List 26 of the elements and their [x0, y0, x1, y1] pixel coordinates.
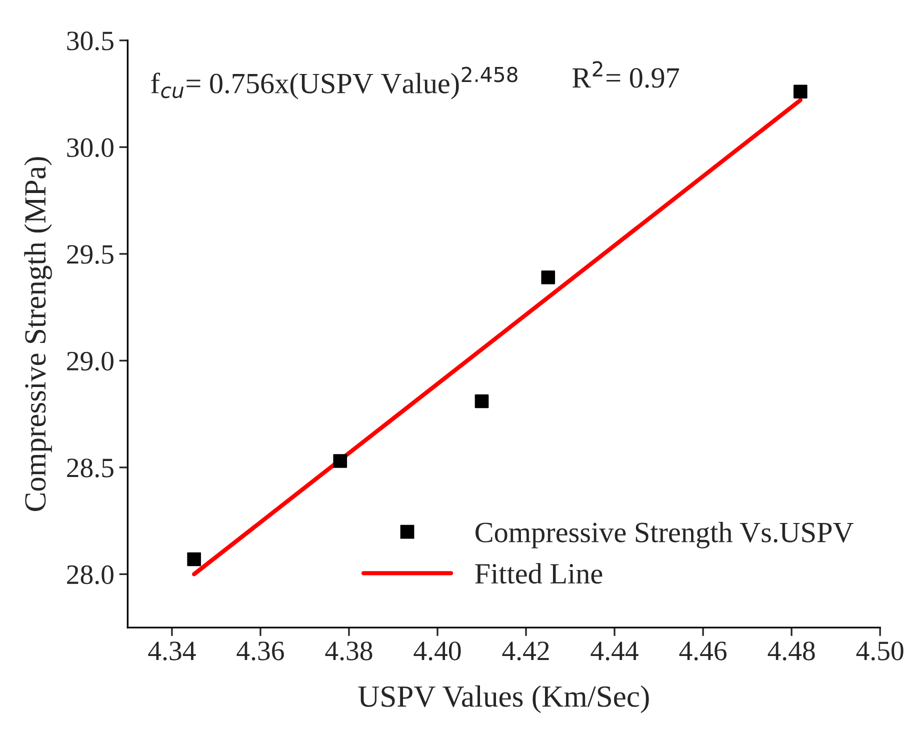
x-tick-label: 4.42 [502, 642, 549, 660]
point [187, 552, 201, 566]
y-tick-label: 29.0 [67, 352, 114, 371]
x-tick-label: 4.34 [148, 642, 196, 660]
point [333, 454, 348, 468]
x-tick-label: 4.36 [236, 642, 284, 660]
x-tick-label: 4.48 [768, 642, 815, 660]
point [794, 84, 808, 99]
x-axis-title: USPV Values (Km/Sec) [358, 685, 649, 714]
y-tick-label: 28.0 [67, 565, 114, 584]
x-tick-label: 4.38 [325, 642, 372, 660]
x-tick-label: 4.50 [856, 642, 904, 660]
legend-label: Compressive Strength Vs.USPV [476, 522, 854, 548]
legend-label: Fitted Line [475, 563, 602, 584]
point [541, 270, 556, 284]
annotation: R$^{2}$= 0.97 [572, 61, 680, 88]
y-axis-title: Compressive Strength (MPa) [24, 157, 52, 511]
x-tick-label: 4.46 [679, 642, 727, 660]
y-tick-label: 30.0 [67, 138, 114, 158]
y-tick-label: 28.5 [67, 458, 114, 478]
point [474, 394, 489, 408]
annotation: f$_{cu}$= 0.756x(USPV Value)$^{2.458}$ [151, 66, 518, 100]
x-tick-label: 4.40 [414, 642, 461, 660]
y-tick-label: 30.5 [67, 32, 114, 50]
x-tick-label: 4.44 [590, 642, 638, 660]
y-tick-label: 29.5 [67, 245, 114, 264]
